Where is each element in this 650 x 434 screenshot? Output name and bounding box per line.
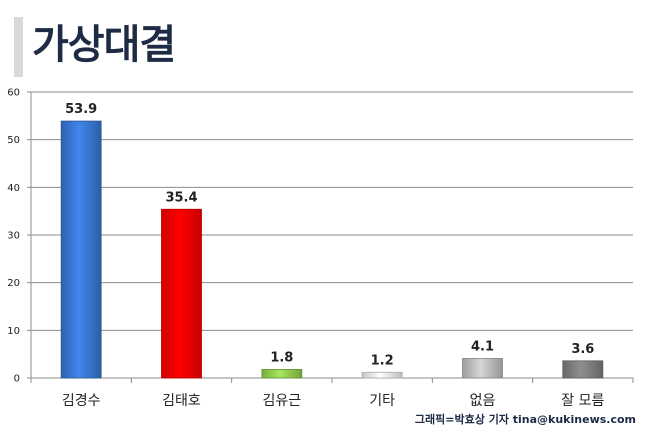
y-tick-label: 30: [7, 231, 20, 242]
data-label: 4.1: [471, 339, 494, 354]
data-label: 1.2: [371, 353, 394, 368]
graphic-credit: 그래픽=박효상 기자 tina@kukinews.com: [414, 413, 636, 426]
bar-2: [261, 369, 303, 379]
category-label: 기타: [369, 393, 395, 409]
bar-3: [361, 371, 403, 379]
data-label: 35.4: [165, 190, 197, 205]
bar-0: [60, 120, 102, 379]
category-label: 없음: [470, 393, 496, 409]
bar-5: [562, 360, 604, 379]
bar-4: [462, 358, 503, 379]
y-tick-label: 50: [7, 135, 20, 146]
y-tick-label: 10: [7, 326, 20, 337]
category-label: 김태호: [162, 393, 201, 409]
category-label: 김유근: [263, 393, 302, 409]
page-title: 가상대결: [32, 22, 176, 68]
data-label: 3.6: [571, 342, 594, 357]
y-tick-label: 40: [7, 183, 20, 194]
data-label: 1.8: [270, 350, 293, 365]
category-label: 잘 모름: [561, 393, 604, 409]
y-tick-label: 0: [14, 374, 20, 385]
title-accent-bar: [14, 17, 23, 77]
category-label: 김경수: [62, 393, 101, 409]
bar-1: [161, 208, 202, 379]
data-label: 53.9: [65, 102, 97, 117]
y-tick-label: 60: [7, 88, 20, 99]
y-tick-label: 20: [7, 278, 20, 289]
